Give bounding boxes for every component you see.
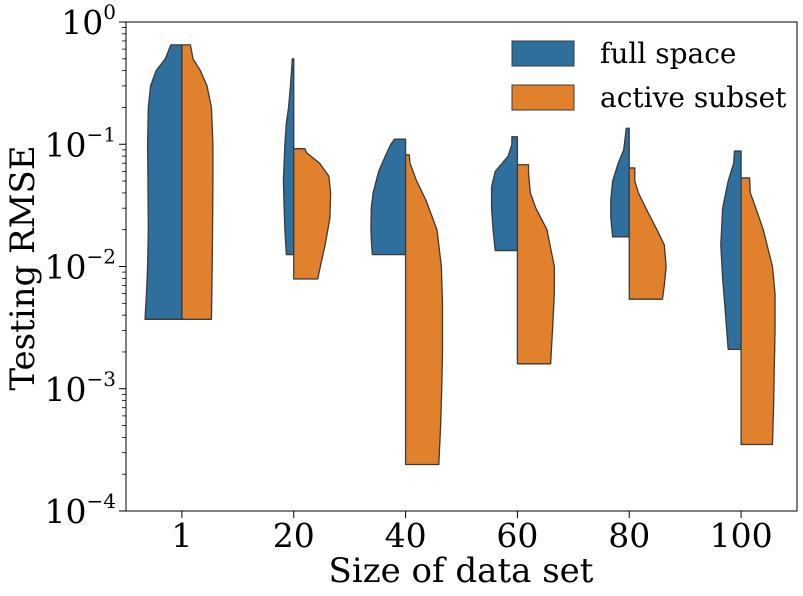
x-tick-label: 1 bbox=[171, 516, 192, 555]
y-tick-label-base: 10 bbox=[45, 492, 87, 531]
violin-active-subset-80 bbox=[628, 167, 667, 300]
y-tick-label-exponent: −2 bbox=[87, 245, 116, 269]
y-tick-label-base: 10 bbox=[45, 125, 87, 164]
x-tick-label: 60 bbox=[496, 516, 538, 555]
y-tick-label-base: 10 bbox=[45, 248, 87, 287]
plot-background bbox=[126, 22, 797, 511]
violin-active-subset-100 bbox=[740, 177, 776, 446]
y-tick-label: 10−4 bbox=[45, 489, 116, 531]
y-tick-label: 10−1 bbox=[45, 122, 116, 164]
legend-label-full-space: full space bbox=[600, 37, 736, 70]
violin-full-space-60 bbox=[490, 136, 519, 252]
violin-active-subset-40 bbox=[404, 154, 444, 466]
violin-active-subset-1 bbox=[181, 44, 214, 320]
legend: full space active subset bbox=[511, 37, 787, 114]
violin-full-space-80 bbox=[610, 127, 630, 238]
y-tick-label-exponent: −3 bbox=[87, 367, 116, 391]
x-tick-label: 20 bbox=[273, 516, 315, 555]
y-tick-label-exponent: −4 bbox=[87, 489, 116, 513]
legend-label-active-subset: active subset bbox=[600, 81, 787, 114]
violins bbox=[144, 44, 776, 466]
y-tick-label-base: 10 bbox=[45, 370, 87, 409]
y-tick-label-base: 10 bbox=[61, 3, 103, 42]
x-axis-label: Size of data set bbox=[329, 551, 594, 591]
x-axis-ticks: 1 20 40 60 80 100 bbox=[171, 511, 773, 555]
violin-full-space-1 bbox=[144, 44, 183, 320]
violin-active-subset-60 bbox=[516, 164, 555, 365]
y-tick-label: 10−3 bbox=[45, 367, 116, 409]
x-tick-label: 100 bbox=[710, 516, 773, 555]
y-tick-label: 100 bbox=[61, 0, 116, 42]
violin-full-space-20 bbox=[282, 58, 295, 256]
x-tick-label: 40 bbox=[385, 516, 427, 555]
violin-full-space-100 bbox=[720, 150, 742, 351]
legend-swatch-active-subset bbox=[511, 84, 575, 111]
y-tick-label-exponent: −1 bbox=[87, 122, 116, 146]
violin-full-space-40 bbox=[370, 138, 407, 256]
y-axis-label: Testing RMSE bbox=[3, 145, 43, 390]
violin-active-subset-20 bbox=[293, 148, 332, 280]
y-tick-label-exponent: 0 bbox=[103, 0, 116, 24]
x-tick-label: 80 bbox=[608, 516, 650, 555]
y-tick-label: 10−2 bbox=[45, 245, 116, 287]
legend-swatch-full-space bbox=[511, 40, 575, 67]
